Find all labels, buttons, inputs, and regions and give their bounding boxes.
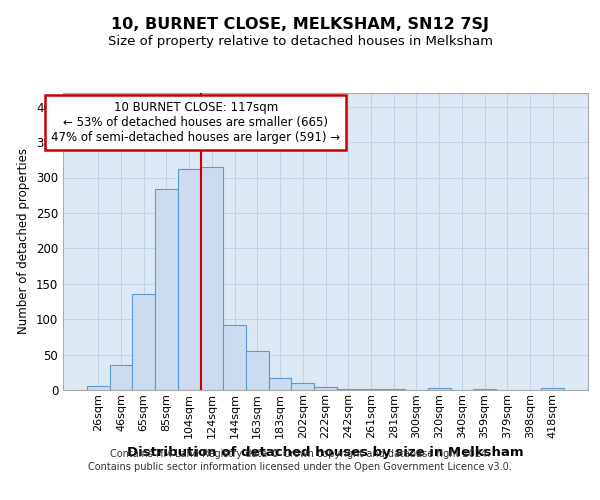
Bar bbox=[133, 294, 155, 390]
Text: 10 BURNET CLOSE: 117sqm
← 53% of detached houses are smaller (665)
47% of semi-d: 10 BURNET CLOSE: 117sqm ← 53% of detache… bbox=[52, 101, 341, 144]
Bar bbox=[337, 388, 359, 390]
Bar bbox=[87, 386, 110, 390]
Bar bbox=[246, 351, 269, 390]
Bar bbox=[155, 189, 178, 390]
Bar bbox=[110, 365, 133, 390]
Text: 10, BURNET CLOSE, MELKSHAM, SN12 7SJ: 10, BURNET CLOSE, MELKSHAM, SN12 7SJ bbox=[111, 18, 489, 32]
X-axis label: Distribution of detached houses by size in Melksham: Distribution of detached houses by size … bbox=[127, 446, 524, 459]
Bar bbox=[292, 383, 314, 390]
Bar bbox=[269, 378, 292, 390]
Bar bbox=[178, 169, 200, 390]
Bar bbox=[428, 388, 451, 390]
Bar bbox=[223, 325, 246, 390]
Bar bbox=[541, 388, 564, 390]
Text: Contains public sector information licensed under the Open Government Licence v3: Contains public sector information licen… bbox=[88, 462, 512, 472]
Bar bbox=[473, 388, 496, 390]
Text: Contains HM Land Registry data © Crown copyright and database right 2024.: Contains HM Land Registry data © Crown c… bbox=[110, 449, 490, 459]
Bar bbox=[200, 167, 223, 390]
Bar bbox=[314, 387, 337, 390]
Y-axis label: Number of detached properties: Number of detached properties bbox=[17, 148, 31, 334]
Text: Size of property relative to detached houses in Melksham: Size of property relative to detached ho… bbox=[107, 36, 493, 49]
